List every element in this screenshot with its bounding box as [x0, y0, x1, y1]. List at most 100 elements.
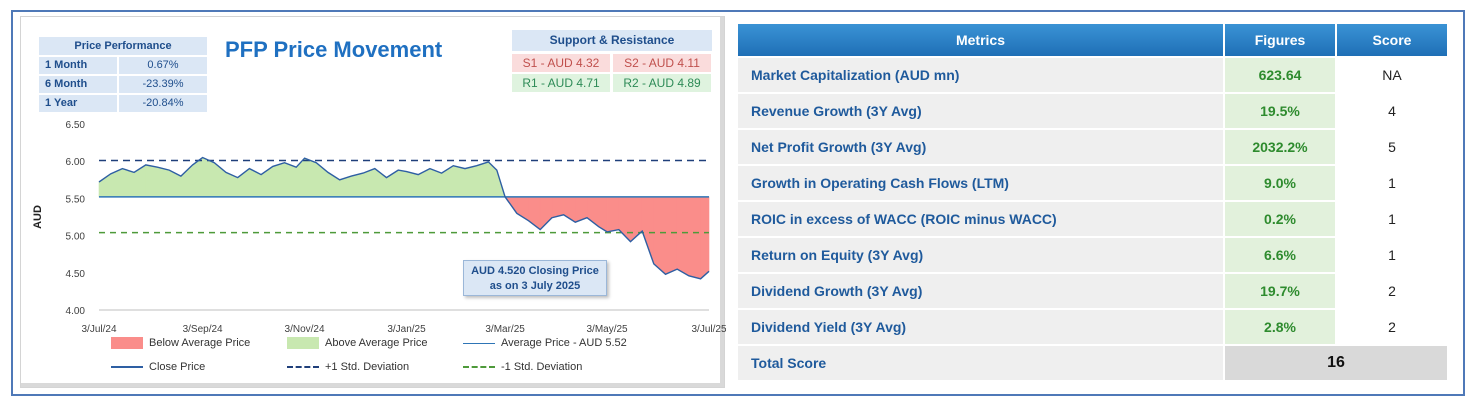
above-average-fill — [122, 168, 135, 198]
legend-minus-std: -1 Std. Deviation — [463, 361, 582, 373]
chart-title: PFP Price Movement — [225, 37, 443, 62]
legend-line-average — [463, 342, 495, 344]
score-cell: 1 — [1337, 166, 1447, 200]
x-tick-label: 3/Sep/24 — [183, 324, 223, 335]
score-cell: 4 — [1337, 94, 1447, 128]
above-average-fill — [464, 165, 477, 198]
below-average-fill — [688, 196, 701, 280]
price-movement-chart: 6.50 6.00 5.50 5.00 4.50 4.00 3/Jul/24 3/Sep/24… — [32, 120, 726, 335]
metrics-table: Metrics Figures Score Market Capitalizat… — [738, 24, 1447, 386]
legend-below-average: Below Average Price — [111, 337, 250, 349]
x-tick-label: 3/Nov/24 — [285, 324, 325, 335]
score-cell: 2 — [1337, 274, 1447, 308]
figure-cell: 9.0% — [1225, 166, 1335, 200]
price-performance-row-1m: 1 Month 0.67% — [39, 57, 207, 74]
legend-average-price: Average Price - AUD 5.52 — [463, 337, 627, 349]
callout-line-1: AUD 4.520 Closing Price — [471, 265, 599, 277]
legend-line-plus-std — [287, 366, 319, 368]
above-average-fill — [488, 161, 498, 198]
legend-label-close: Close Price — [149, 361, 206, 373]
x-tick-label: 3/Jul/25 — [691, 324, 726, 335]
figures-header: Figures — [1225, 24, 1335, 56]
metrics-header: Metrics — [738, 24, 1223, 56]
figure-cell: 6.6% — [1225, 238, 1335, 272]
perf-value: -20.84% — [119, 95, 207, 112]
table-row: Market Capitalization (AUD mn) 623.64 NA — [738, 58, 1447, 94]
table-row: Dividend Yield (3Y Avg) 2.8% 2 — [738, 310, 1447, 346]
perf-value: -23.39% — [119, 76, 207, 93]
figure-cell: 2032.2% — [1225, 130, 1335, 164]
above-average-fill — [441, 165, 454, 198]
callout-line-2: as on 3 July 2025 — [489, 280, 581, 292]
area-layer — [98, 156, 710, 280]
support-s2: S2 - AUD 4.11 — [613, 54, 711, 72]
perf-label: 1 Year — [39, 95, 117, 112]
above-average-fill — [295, 157, 305, 198]
metric-cell: Revenue Growth (3Y Avg) — [738, 94, 1223, 128]
metric-cell: Dividend Yield (3Y Avg) — [738, 310, 1223, 344]
below-average-fill — [539, 196, 553, 231]
below-average-fill — [676, 196, 690, 277]
y-tick-label: 6.00 — [66, 157, 86, 168]
above-average-fill — [249, 168, 262, 198]
perf-value: 0.67% — [119, 57, 207, 74]
price-performance-row-1y: 1 Year -20.84% — [39, 95, 207, 112]
table-row: Net Profit Growth (3Y Avg) 2032.2% 5 — [738, 130, 1447, 166]
figure-cell: 623.64 — [1225, 58, 1335, 92]
metric-cell: Market Capitalization (AUD mn) — [738, 58, 1223, 92]
score-cell: 1 — [1337, 202, 1447, 236]
metric-cell: Net Profit Growth (3Y Avg) — [738, 130, 1223, 164]
axis-layer: 6.50 6.00 5.50 5.00 4.50 4.00 3/Jul/24 3/Sep/24… — [32, 120, 726, 335]
below-average-fill — [641, 196, 655, 264]
above-average-fill — [351, 172, 364, 198]
below-average-fill — [665, 196, 678, 275]
legend-line-minus-std — [463, 366, 495, 368]
price-chart-panel: 6.50 6.00 5.50 5.00 4.50 4.00 3/Jul/24 3/Sep/24… — [20, 16, 726, 388]
below-average-fill — [653, 196, 666, 275]
legend-close-price: Close Price — [111, 361, 205, 373]
total-score-label: Total Score — [738, 346, 1223, 380]
legend-label-average: Average Price - AUD 5.52 — [501, 337, 627, 349]
close-price-line — [98, 156, 710, 280]
table-row: Dividend Growth (3Y Avg) 19.7% 2 — [738, 274, 1447, 310]
legend-above-average: Above Average Price — [287, 337, 428, 349]
table-row: ROIC in excess of WACC (ROIC minus WACC)… — [738, 202, 1447, 238]
score-header: Score — [1337, 24, 1447, 56]
table-row: Revenue Growth (3Y Avg) 19.5% 4 — [738, 94, 1447, 130]
metric-cell: Growth in Operating Cash Flows (LTM) — [738, 166, 1223, 200]
y-tick-label: 4.00 — [66, 306, 86, 317]
legend-line-close — [111, 366, 143, 368]
dashboard-frame: 6.50 6.00 5.50 5.00 4.50 4.00 3/Jul/24 3/Sep/24… — [11, 10, 1465, 396]
x-tick-label: 3/Jul/24 — [81, 324, 116, 335]
resistance-r1: R1 - AUD 4.71 — [512, 74, 610, 92]
total-score-row: Total Score 16 — [738, 346, 1447, 382]
above-average-fill — [145, 164, 158, 198]
above-average-fill — [304, 157, 317, 198]
above-average-fill — [272, 162, 285, 198]
below-average-fill — [700, 196, 710, 280]
below-average-fill — [598, 196, 608, 233]
legend-swatch-above — [287, 337, 319, 349]
above-average-fill — [406, 171, 419, 198]
x-tick-label: 3/Jan/25 — [387, 324, 426, 335]
perf-label: 1 Month — [39, 57, 117, 74]
below-average-fill — [606, 196, 620, 233]
figure-cell: 2.8% — [1225, 310, 1335, 344]
legend-label-below: Below Average Price — [149, 337, 251, 349]
legend-swatch-below — [111, 337, 143, 349]
price-performance-header: Price Performance — [39, 37, 207, 55]
above-average-fill — [284, 162, 297, 198]
closing-price-callout: AUD 4.520 Closing Price as on 3 July 202… — [463, 260, 607, 296]
y-tick-label: 6.50 — [66, 120, 86, 131]
figure-cell: 19.7% — [1225, 274, 1335, 308]
above-average-fill — [202, 157, 215, 198]
legend-plus-std: +1 Std. Deviation — [287, 361, 409, 373]
table-row: Growth in Operating Cash Flows (LTM) 9.0… — [738, 166, 1447, 202]
score-cell: 5 — [1337, 130, 1447, 164]
support-s1: S1 - AUD 4.32 — [512, 54, 610, 72]
above-average-fill — [168, 169, 182, 198]
x-tick-label: 3/Mar/25 — [485, 324, 525, 335]
above-average-fill — [476, 161, 489, 198]
above-average-fill — [417, 168, 431, 198]
table-row: Return on Equity (3Y Avg) 6.6% 1 — [738, 238, 1447, 274]
